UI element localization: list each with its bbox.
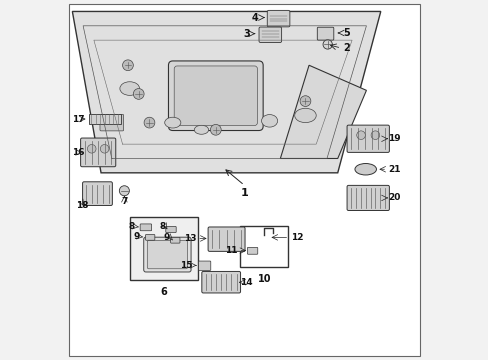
- Text: 13: 13: [183, 234, 196, 243]
- FancyBboxPatch shape: [202, 271, 240, 293]
- Text: 8: 8: [159, 222, 165, 231]
- Text: 21: 21: [387, 165, 400, 174]
- Polygon shape: [280, 65, 366, 158]
- Text: 3: 3: [243, 29, 249, 39]
- Text: 2: 2: [343, 43, 349, 53]
- Text: 10: 10: [257, 274, 270, 284]
- Ellipse shape: [194, 125, 208, 134]
- Circle shape: [87, 144, 96, 153]
- Circle shape: [323, 40, 332, 49]
- Text: 19: 19: [387, 134, 400, 143]
- Circle shape: [119, 186, 129, 196]
- Ellipse shape: [261, 114, 277, 127]
- Circle shape: [144, 117, 155, 128]
- Text: 17: 17: [72, 114, 84, 123]
- Text: 1: 1: [240, 188, 248, 198]
- Bar: [129, 217, 198, 279]
- FancyBboxPatch shape: [147, 240, 187, 269]
- Circle shape: [356, 131, 365, 139]
- FancyBboxPatch shape: [346, 125, 388, 152]
- FancyBboxPatch shape: [259, 27, 281, 42]
- FancyBboxPatch shape: [143, 237, 191, 272]
- Ellipse shape: [164, 117, 181, 128]
- FancyBboxPatch shape: [82, 182, 112, 206]
- FancyBboxPatch shape: [170, 237, 180, 243]
- Ellipse shape: [354, 163, 376, 175]
- Ellipse shape: [294, 108, 316, 123]
- Text: 20: 20: [387, 193, 400, 202]
- Text: 15: 15: [180, 261, 192, 270]
- Text: 9: 9: [163, 233, 170, 242]
- FancyBboxPatch shape: [168, 61, 263, 131]
- Circle shape: [300, 96, 310, 107]
- FancyBboxPatch shape: [165, 226, 176, 233]
- Text: 14: 14: [240, 278, 252, 287]
- Text: 18: 18: [76, 201, 88, 210]
- Text: 16: 16: [72, 148, 84, 157]
- FancyBboxPatch shape: [317, 27, 333, 40]
- Circle shape: [133, 89, 144, 99]
- Circle shape: [210, 125, 221, 135]
- Bar: [240, 226, 288, 267]
- Bar: [88, 114, 121, 125]
- FancyBboxPatch shape: [174, 66, 257, 126]
- Text: 11: 11: [224, 246, 237, 255]
- Text: 8: 8: [129, 222, 135, 231]
- FancyBboxPatch shape: [100, 114, 123, 131]
- Text: 5: 5: [343, 28, 349, 38]
- FancyBboxPatch shape: [140, 224, 151, 231]
- FancyBboxPatch shape: [81, 138, 116, 167]
- Circle shape: [122, 60, 133, 71]
- Text: 12: 12: [290, 233, 303, 242]
- FancyBboxPatch shape: [145, 234, 155, 240]
- FancyBboxPatch shape: [208, 227, 244, 251]
- Text: 9: 9: [133, 232, 139, 241]
- Text: 6: 6: [160, 287, 167, 297]
- FancyBboxPatch shape: [198, 261, 210, 270]
- Text: 4: 4: [252, 13, 258, 23]
- FancyBboxPatch shape: [267, 10, 289, 27]
- Circle shape: [100, 144, 109, 153]
- FancyBboxPatch shape: [346, 185, 388, 211]
- Text: 7: 7: [121, 197, 127, 206]
- Polygon shape: [72, 12, 380, 173]
- Ellipse shape: [120, 82, 139, 95]
- Circle shape: [370, 131, 379, 139]
- FancyBboxPatch shape: [247, 247, 257, 254]
